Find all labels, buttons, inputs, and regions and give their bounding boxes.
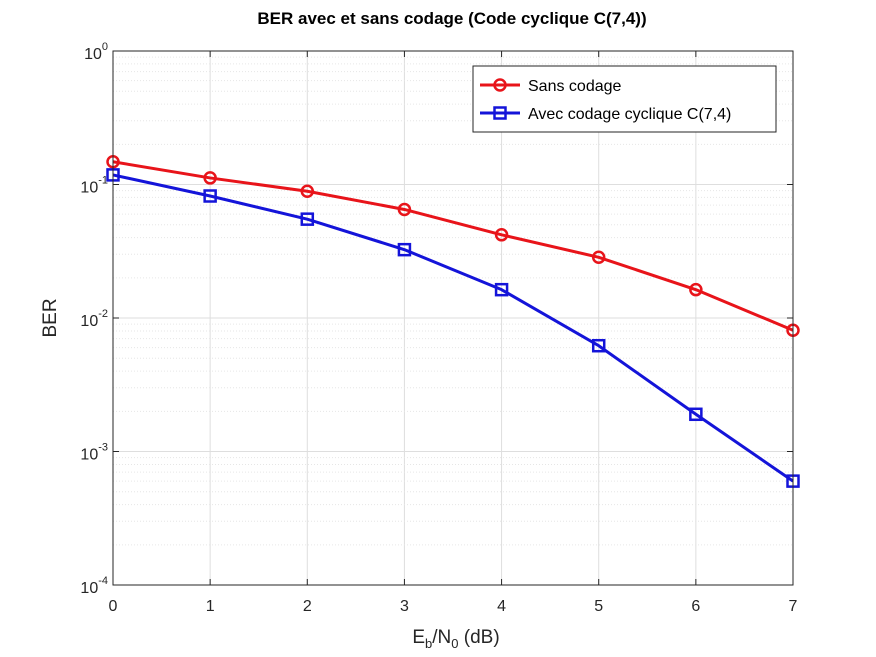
x-tick-label: 2 xyxy=(303,598,312,615)
circle-marker xyxy=(397,202,412,217)
x-axis-label-part: (dB) xyxy=(458,627,499,648)
circle-marker xyxy=(203,171,217,185)
x-axis-label-part: /N xyxy=(432,627,451,648)
legend-entries: Sans codage Avec codage cyclique C(7,4) xyxy=(480,78,731,123)
legend-box xyxy=(472,65,777,133)
x-axis-label-part: b xyxy=(425,636,432,651)
legend-entry: Sans codage xyxy=(480,78,622,95)
y-tick-exponent: -2 xyxy=(98,308,108,320)
x-tick-label: 6 xyxy=(691,598,700,615)
x-tick-label: 4 xyxy=(497,598,506,615)
y-tick-base: 10 xyxy=(80,313,98,330)
circle-marker xyxy=(591,250,606,265)
legend-entry: Avec codage cyclique C(7,4) xyxy=(480,106,731,123)
x-axis-label-part: 0 xyxy=(451,636,458,651)
x-tick-label: 5 xyxy=(594,598,603,615)
y-tick-label: 100 xyxy=(84,41,108,63)
y-tick-label: 10-4 xyxy=(80,575,108,597)
grid-lines xyxy=(112,50,794,586)
circle-marker xyxy=(300,184,315,199)
y-tick-label: 10-1 xyxy=(80,175,108,197)
square-marker xyxy=(689,407,703,422)
square-marker xyxy=(591,338,606,353)
x-tick-label: 7 xyxy=(789,598,798,615)
tick-marks xyxy=(112,50,794,586)
square-marker xyxy=(493,106,507,120)
y-axis-label: BER xyxy=(40,298,61,337)
x-axis-label: Eb/N0 (dB) xyxy=(412,627,499,651)
y-tick-label: 10-3 xyxy=(80,442,108,464)
square-marker xyxy=(494,282,509,297)
y-tick-exponent: -3 xyxy=(98,442,108,454)
square-marker xyxy=(300,212,315,226)
y-tick-base: 10 xyxy=(80,447,98,464)
square-marker xyxy=(203,189,217,203)
x-tick-label: 3 xyxy=(400,598,409,615)
x-axis-label-part: E xyxy=(412,627,425,648)
y-tick-exponent: 0 xyxy=(102,41,108,53)
series-line xyxy=(112,160,794,332)
series-line xyxy=(112,173,794,483)
y-tick-base: 10 xyxy=(80,580,98,597)
x-tick-label: 1 xyxy=(206,598,215,615)
legend-label: Avec codage cyclique C(7,4) xyxy=(528,106,731,123)
chart-title: BER avec et sans codage (Code cyclique C… xyxy=(257,9,646,28)
circle-marker xyxy=(493,78,507,92)
circle-marker xyxy=(689,282,703,297)
legend: Sans codage Avec codage cyclique C(7,4) xyxy=(472,65,777,133)
x-tick-labels: 0 1 2 3 4 5 6 7 xyxy=(109,598,798,615)
legend-label: Sans codage xyxy=(528,78,622,95)
y-tick-label: 10-2 xyxy=(80,308,108,330)
y-tick-base: 10 xyxy=(80,180,98,197)
x-tick-label: 0 xyxy=(109,598,118,615)
y-tick-base: 10 xyxy=(84,46,102,63)
circle-marker xyxy=(494,228,509,242)
y-tick-exponent: -4 xyxy=(98,575,108,587)
square-marker xyxy=(397,242,412,257)
y-tick-exponent: -1 xyxy=(98,175,108,187)
